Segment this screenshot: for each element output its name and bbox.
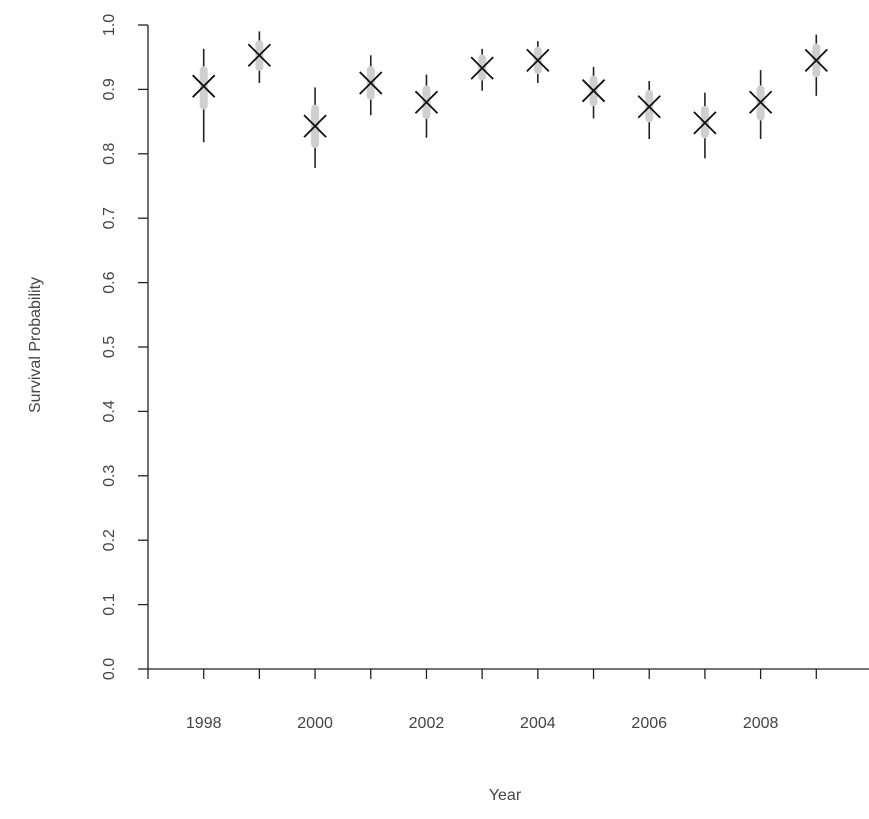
y-tick-label: 0.5 xyxy=(101,336,118,358)
y-tick-label: 1.0 xyxy=(101,14,118,36)
point-marker-stroke xyxy=(581,79,606,103)
y-tick-label: 0.9 xyxy=(101,78,118,100)
data-point xyxy=(637,81,661,139)
point-marker-stroke xyxy=(303,114,327,138)
point-marker-stroke xyxy=(748,90,773,114)
data-point xyxy=(748,70,773,139)
point-marker-stroke xyxy=(804,48,828,73)
x-tick-label: 2006 xyxy=(631,715,667,732)
point-marker-stroke xyxy=(247,43,272,67)
y-tick-label: 0.8 xyxy=(101,143,118,165)
x-ticks: 1998 2000 2002 2004 2006 2008 xyxy=(147,669,817,732)
data-point xyxy=(581,66,606,119)
y-tick-label: 0.2 xyxy=(101,529,118,551)
x-tick-label: 1998 xyxy=(186,715,222,732)
y-tick-label: 0.3 xyxy=(101,465,118,487)
x-tick-label: 2008 xyxy=(743,715,779,732)
data-point xyxy=(470,48,494,91)
y-axis-title: Survival Probability xyxy=(27,277,44,413)
data-point xyxy=(414,74,439,138)
point-marker-stroke xyxy=(359,71,383,95)
data-point xyxy=(804,34,828,96)
data-point xyxy=(247,31,272,83)
y-tick-label: 0.7 xyxy=(101,207,118,229)
data-point xyxy=(693,92,717,159)
point-marker-stroke xyxy=(637,95,661,119)
x-tick-label: 2002 xyxy=(409,715,445,732)
data-point xyxy=(192,48,216,143)
axes: 1998 2000 2002 2004 2006 2008 0.0 0.1 0.2 0.3 0.4… xyxy=(101,14,869,732)
data-point xyxy=(303,87,327,168)
y-ticks: 0.0 0.1 0.2 0.3 0.4 0.5 0.6 0.7 0.8 0.9 1.0 xyxy=(101,14,148,680)
data-point xyxy=(359,55,383,116)
y-tick-label: 0.4 xyxy=(101,400,118,422)
data-points xyxy=(192,31,828,168)
y-tick-label: 0.6 xyxy=(101,271,118,293)
x-tick-label: 2000 xyxy=(297,715,333,732)
y-tick-label: 0.0 xyxy=(101,658,118,680)
x-axis-title: Year xyxy=(489,787,522,804)
point-marker-stroke xyxy=(192,74,216,98)
point-marker-stroke xyxy=(693,111,717,135)
y-tick-label: 0.1 xyxy=(101,593,118,615)
point-marker-stroke xyxy=(470,56,494,80)
x-tick-label: 2004 xyxy=(520,715,556,732)
point-marker-stroke xyxy=(414,90,439,114)
point-marker-stroke xyxy=(526,48,550,73)
data-point xyxy=(526,41,550,83)
